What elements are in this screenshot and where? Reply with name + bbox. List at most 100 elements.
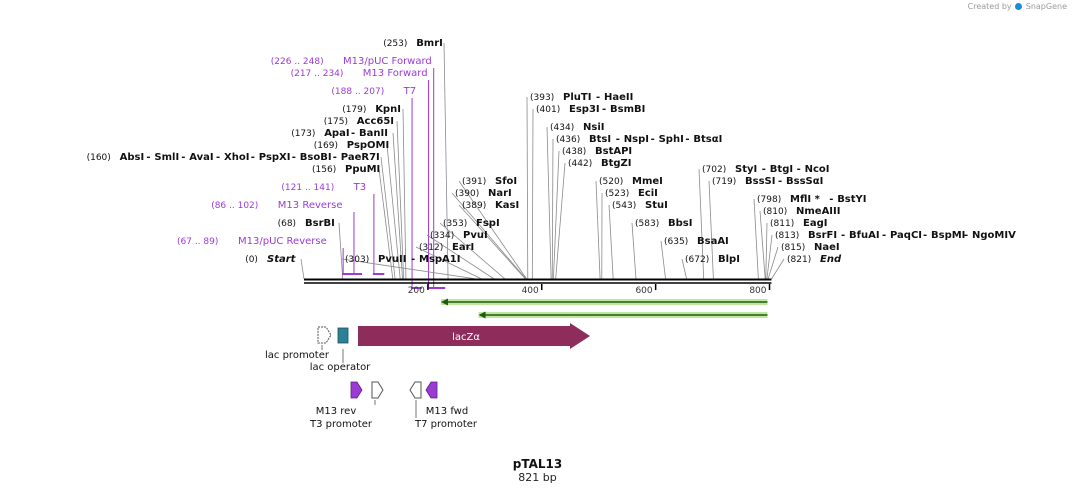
site-line-mfli	[753, 198, 759, 280]
orf-bottom-arrowhead	[478, 311, 486, 319]
site-name-bsrfi: BspMI	[931, 230, 965, 241]
site-name-esp3i: Esp3I	[569, 104, 600, 115]
site-name-pvui: PvuI	[463, 230, 488, 241]
site-name-t3: T3	[353, 182, 366, 193]
site-separator: -	[685, 134, 689, 145]
site-line-eari	[415, 246, 482, 280]
site-position-bsrfi: (813)	[775, 231, 799, 241]
site-position-btgzi: (442)	[568, 159, 592, 169]
axis-tick-label-400: 400	[522, 286, 539, 296]
site-name-nari: NarI	[488, 188, 512, 199]
site-name-m13puc-fwd: M13/pUC Forward	[343, 56, 432, 67]
site-line-sfoi	[458, 180, 527, 280]
site-line-naei	[767, 246, 779, 280]
site-position-kasi: (389)	[462, 201, 486, 211]
site-separator: -	[251, 152, 255, 163]
site-name-fspi: FspI	[476, 218, 500, 229]
site-name-styi: NcoI	[805, 164, 830, 175]
site-name-bsssi: BssSαI	[786, 176, 823, 187]
orf-arrows	[440, 298, 768, 319]
site-name-eari: EarI	[452, 242, 474, 253]
site-line-plutI	[526, 96, 529, 280]
site-position-styi: (702)	[702, 165, 726, 175]
site-position-bsaai: (635)	[664, 237, 688, 247]
site-separator: -	[181, 152, 185, 163]
lac-promoter-label: lac promoter	[265, 350, 330, 361]
t7-promoter-icon	[409, 381, 422, 399]
site-separator: -	[778, 176, 782, 187]
site-name-apai: ApaI	[324, 128, 349, 139]
site-line-bbsi	[631, 222, 637, 280]
site-name-btgzi: BtgZI	[601, 158, 632, 169]
site-name-pvuii: PvuII	[378, 254, 406, 265]
site-name-absi: BsoBI	[300, 152, 332, 163]
site-name-bbsi: BbsI	[668, 218, 692, 229]
site-line-start	[300, 258, 305, 280]
site-name-absi: XhoI	[224, 152, 249, 163]
site-position-m13puc-rev: (67 .. 89)	[177, 237, 218, 247]
site-separator: -	[216, 152, 220, 163]
site-line-btsi	[551, 138, 554, 280]
site-line-bsrbi	[338, 222, 344, 280]
site-position-pvuii: (303)	[345, 255, 369, 265]
site-labels: (0) Start (67 .. 89) M13/pUC Reverse (68) Bsr…	[87, 38, 1016, 265]
site-position-stui: (543)	[612, 201, 636, 211]
primer-bar-m13puc-rev	[342, 273, 355, 275]
site-name-absi: PspXI	[259, 152, 291, 163]
site-line-nsii	[546, 126, 552, 280]
site-name-mfli: BstYI	[837, 194, 866, 205]
site-name-styi: StyI	[735, 164, 757, 175]
site-position-naei: (815)	[781, 243, 805, 253]
site-line-bsaai	[660, 240, 666, 280]
primer-bar-m13-rev	[352, 273, 363, 275]
site-position-pspomi: (169)	[314, 141, 338, 151]
site-name-stui: StuI	[645, 200, 668, 211]
site-name-bsssi: BssSI	[745, 176, 775, 187]
site-name-mmei: MmeI	[632, 176, 663, 187]
site-separator: -	[841, 230, 845, 241]
site-line-stui	[608, 204, 614, 280]
site-name-plutI: PluTI	[563, 92, 591, 103]
site-name-esp3i: BsmBI	[610, 104, 645, 115]
site-position-m13puc-fwd: (226 .. 248)	[271, 57, 324, 67]
orf-top-arrowhead	[440, 298, 448, 306]
site-name-ecii: EciI	[638, 188, 658, 199]
site-name-eagi: EagI	[803, 218, 827, 229]
site-name-bsrfi: BfuAI	[849, 230, 880, 241]
primer-bar-t3	[372, 273, 385, 275]
m13-fwd-feature-icon	[425, 381, 438, 399]
t3-promoter-label: T3 promoter	[309, 419, 373, 430]
site-position-start: (0)	[245, 255, 258, 265]
site-line-styi	[698, 168, 705, 280]
site-line-esp3i	[531, 108, 534, 280]
site-name-pspomi: PspOMI	[347, 140, 389, 151]
site-line-bsrfi	[766, 234, 773, 280]
site-separator: -	[923, 230, 927, 241]
site-line-pvuii	[341, 258, 477, 280]
site-position-sfoi: (391)	[462, 177, 486, 187]
site-name-btsi: SphI	[659, 134, 684, 145]
site-position-acc65i: (175)	[324, 117, 348, 127]
dna-backbone: 200 400 600 800	[304, 278, 772, 296]
site-name-absi: SmlI	[154, 152, 179, 163]
site-line-bmri	[443, 42, 449, 280]
site-name-bsrfi: PaqCI	[890, 230, 922, 241]
lac-operator-icon	[337, 327, 349, 344]
plasmid-name: pTAL13	[512, 457, 563, 471]
site-separator: -	[797, 164, 801, 175]
site-name-absi: AbsI	[120, 152, 145, 163]
site-name-acc65i: Acc65I	[357, 116, 394, 127]
site-name-nsii: NsiI	[583, 122, 604, 133]
site-separator: -	[762, 164, 766, 175]
site-line-bstapi	[552, 150, 560, 280]
site-position-fspi: (353)	[443, 219, 467, 229]
site-name-absi: PaeR7I	[341, 152, 380, 163]
site-name-btsi: BtsαI	[693, 134, 722, 145]
site-position-bstapi: (438)	[562, 147, 586, 157]
site-line-kasi	[458, 204, 526, 280]
site-line-acc65i	[396, 120, 405, 280]
site-separator: -	[829, 194, 833, 205]
t7-promoter-label: T7 promoter	[414, 419, 478, 430]
primer-bar-m13puc-fwd	[432, 287, 446, 289]
